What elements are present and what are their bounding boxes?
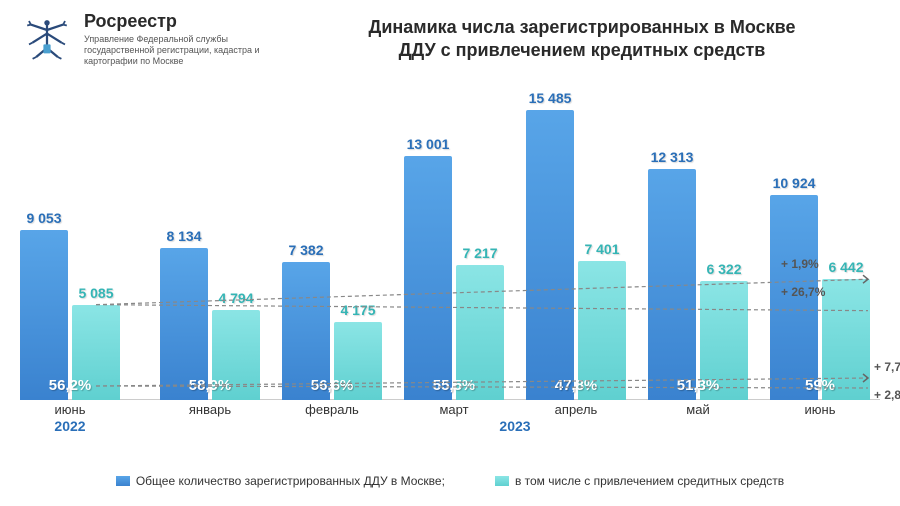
title-line-2: ДДУ с привлечением кредитных средств [284, 39, 880, 62]
bar-primary-value: 9 053 [26, 210, 61, 226]
bar-primary-value: 15 485 [529, 90, 572, 106]
bar-percentage: 59% [805, 377, 835, 394]
chart-area: 9 053 5 085 56,2% 8 134 4 794 58,9% 7 382 4 175… [20, 90, 880, 436]
x-axis-month: январь [189, 402, 231, 417]
bar-percentage: 56,6% [311, 377, 354, 394]
legend-secondary-swatch [495, 476, 509, 486]
bar-secondary-value: 4 175 [340, 302, 375, 318]
bar-secondary-value: 4 794 [218, 290, 253, 306]
bar-primary: 12 313 [648, 169, 696, 400]
title-line-1: Динамика числа зарегистрированных в Моск… [284, 16, 880, 39]
x-axis-month: март [439, 402, 468, 417]
x-axis-month: июнь [805, 402, 836, 417]
brand-subtitle: Управление Федеральной службы государств… [84, 34, 284, 68]
legend-secondary: в том числе с привлечением средитных сре… [495, 474, 784, 488]
logo-text: Росреестр Управление Федеральной службы … [84, 12, 284, 68]
bar-percentage: 56,2% [49, 377, 92, 394]
header: Росреестр Управление Федеральной службы … [0, 0, 900, 68]
legend-primary-swatch [116, 476, 130, 486]
delta-top-lower: + 26,7% [781, 285, 825, 299]
bar-primary-value: 13 001 [407, 136, 450, 152]
x-axis-month: апрель [555, 402, 598, 417]
bar-percentage: 47,8% [555, 377, 598, 394]
bar-primary-value: 7 382 [288, 242, 323, 258]
rosreestr-logo-icon [20, 12, 74, 66]
bar-primary-value: 8 134 [166, 228, 201, 244]
bar-group: 8 1344 79458,9% [160, 248, 260, 401]
logo-block: Росреестр Управление Федеральной службы … [20, 12, 284, 68]
legend-primary: Общее количество зарегистрированных ДДУ … [116, 474, 445, 488]
bar-secondary-value: 7 401 [584, 241, 619, 257]
bar-secondary-value: 6 442 [828, 259, 863, 275]
legend-secondary-label: в том числе с привлечением средитных сре… [515, 474, 784, 488]
bar-secondary-value: 5 085 [78, 285, 113, 301]
brand-name: Росреестр [84, 12, 284, 32]
bar-percentage: 58,9% [189, 377, 232, 394]
x-axis-month: февраль [305, 402, 359, 417]
bar-percentage: 51,3% [677, 377, 720, 394]
x-axis-year: 2023 [499, 418, 530, 434]
delta-bottom-lower: + 2,8% [874, 388, 900, 402]
chart-title: Динамика числа зарегистрированных в Моск… [284, 12, 880, 63]
bars-row: 9 053 5 085 56,2% 8 134 4 794 58,9% 7 382 4 175… [20, 100, 880, 400]
bar-primary-value: 10 924 [773, 175, 816, 191]
bar-group: 13 001 7 217 55,5% [404, 156, 504, 400]
bar-group: 12 313 6 322 51,3% [648, 169, 748, 400]
bar-primary: 15 485 [526, 110, 574, 400]
x-axis-year: 2022 [54, 418, 85, 434]
bar-primary-value: 12 313 [651, 149, 694, 165]
bar-secondary-value: 6 322 [706, 261, 741, 277]
bar-group: 7 3824 17556,6% [282, 262, 382, 400]
bar-percentage: 55,5% [433, 377, 476, 394]
delta-bottom-upper: + 7,7% [874, 360, 900, 374]
x-axis: июньянварьфевральмартапрельмайиюнь202220… [20, 400, 880, 436]
bar-primary: 13 001 [404, 156, 452, 400]
bar-secondary-value: 7 217 [462, 245, 497, 261]
legend-primary-label: Общее количество зарегистрированных ДДУ … [136, 474, 445, 488]
bar-group: 15 485 7 401 47,8% [526, 110, 626, 400]
legend: Общее количество зарегистрированных ДДУ … [0, 474, 900, 488]
x-axis-month: июнь [55, 402, 86, 417]
bar-group: 9 053 5 085 56,2% [20, 230, 120, 400]
bar-primary: 9 053 [20, 230, 68, 400]
delta-top-upper: + 1,9% [781, 257, 819, 271]
x-axis-month: май [686, 402, 709, 417]
